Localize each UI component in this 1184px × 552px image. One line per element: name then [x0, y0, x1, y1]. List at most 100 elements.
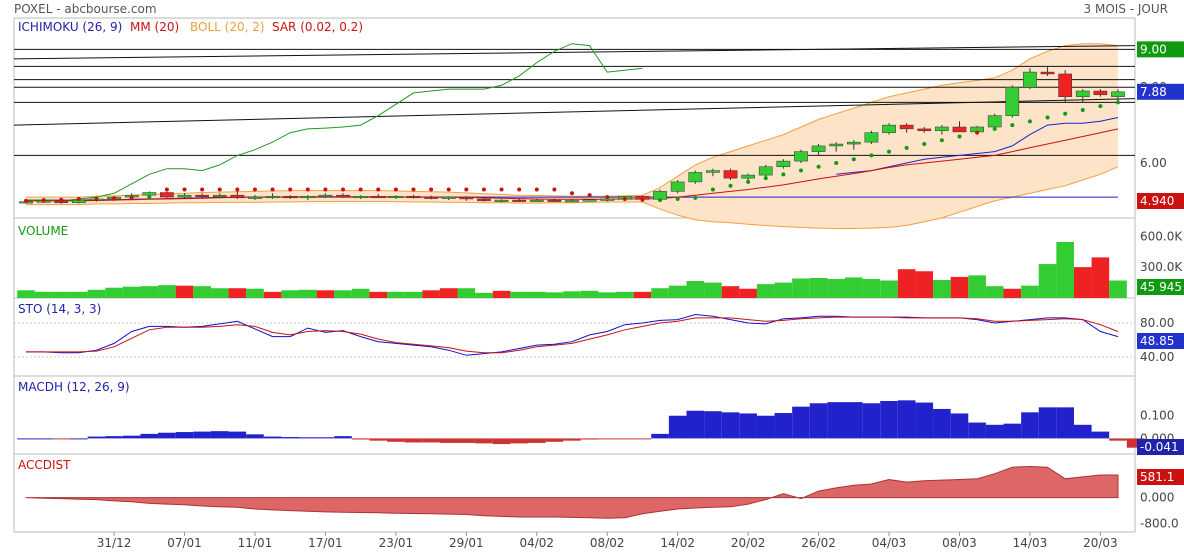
macd-bar	[845, 402, 863, 439]
volume-bar	[527, 291, 546, 298]
volume-bar	[598, 292, 617, 298]
price-tick-label: 6.00	[1140, 156, 1167, 170]
mm20-line	[26, 128, 1119, 202]
candle-body	[529, 199, 544, 202]
sar-dot	[429, 187, 434, 192]
macd-bar	[756, 415, 775, 439]
volume-bar	[299, 289, 317, 298]
sar-dot	[76, 196, 81, 201]
volume-bar	[369, 291, 388, 298]
volume-bar	[968, 275, 986, 298]
volume-bar	[34, 291, 53, 298]
candle-body	[811, 145, 826, 152]
sar-dot	[164, 187, 169, 192]
accdist-panel-title: ACCDIST	[18, 458, 71, 472]
macd-bar	[34, 438, 53, 440]
candle-body	[371, 196, 386, 199]
accdist-tick-label: 0.000	[1140, 491, 1174, 505]
x-tick-label: 08/02	[590, 536, 625, 550]
sar-dot	[446, 187, 451, 192]
price-low-badge: 4.940	[1140, 194, 1174, 208]
sar-dot	[693, 195, 698, 200]
candle-body	[1005, 86, 1020, 116]
macd-bar	[915, 402, 934, 439]
candle-body	[353, 196, 368, 199]
volume-tick-label: 600.0K	[1140, 229, 1183, 243]
volume-bar	[457, 288, 476, 298]
volume-bar	[721, 286, 740, 298]
candle-body	[248, 196, 262, 199]
x-tick-label: 23/01	[379, 536, 414, 550]
macd-bar	[1003, 423, 1022, 439]
sar-dot	[1098, 104, 1103, 109]
candle-body	[952, 126, 967, 133]
sar-dot	[59, 197, 64, 202]
ichimoku-chikou-line	[26, 43, 643, 202]
x-tick-label: 26/02	[801, 536, 836, 550]
candle-body	[899, 124, 914, 130]
candle-body	[477, 198, 491, 202]
volume-bar	[985, 286, 1004, 298]
macd-bar	[721, 412, 740, 439]
sto-last-badge: 48.85	[1140, 334, 1174, 348]
sar-dot	[1080, 107, 1085, 112]
x-tick-label: 14/02	[660, 536, 695, 550]
price-highlight-badge: 9.00	[1140, 42, 1167, 56]
volume-bar	[510, 291, 528, 298]
candle-body	[1075, 90, 1090, 97]
x-tick-label: 29/01	[449, 536, 484, 550]
volume-bar	[950, 276, 969, 298]
sar-dot	[1045, 115, 1050, 120]
candle-body	[230, 194, 245, 199]
sar-dot	[957, 134, 962, 139]
candle-body	[1040, 71, 1055, 75]
chart-title: POXEL - abcbourse.com	[14, 2, 157, 16]
macd-bar	[387, 438, 405, 442]
sar-dot	[922, 142, 927, 147]
macd-tick-label: 0.100	[1140, 409, 1174, 423]
sar-dot	[499, 187, 504, 192]
x-tick-label: 08/03	[942, 536, 977, 550]
volume-bar	[897, 269, 916, 298]
candle-body	[424, 196, 438, 199]
volume-bar	[439, 288, 458, 298]
sar-dot	[869, 153, 874, 158]
sar-dot	[887, 149, 892, 154]
volume-bar	[545, 292, 564, 298]
sar-dot	[24, 198, 28, 203]
macd-last-badge-box	[1137, 439, 1184, 455]
volume-bar	[492, 290, 511, 298]
macd-bar	[545, 438, 564, 442]
macd-bar	[281, 437, 299, 439]
candle-body	[706, 170, 720, 173]
macd-bar	[897, 400, 916, 439]
macd-bar	[862, 403, 881, 439]
macd-bar	[792, 406, 810, 439]
trendline-lower	[13, 98, 1136, 126]
macd-bar	[563, 438, 581, 441]
x-tick-label: 20/02	[731, 536, 766, 550]
candle-body	[459, 196, 474, 200]
sar-dot	[939, 138, 944, 143]
sto-line	[26, 316, 1119, 354]
macd-bar	[122, 435, 141, 439]
price-last-badge-box	[1137, 83, 1184, 100]
volume-bar	[1056, 241, 1074, 298]
volume-bar	[122, 286, 141, 298]
macd-bar	[52, 438, 71, 440]
volume-bar	[616, 291, 634, 298]
macd-bar	[1056, 407, 1074, 439]
sar-dot	[481, 187, 486, 192]
sar-dot	[975, 130, 980, 135]
volume-bar	[263, 291, 282, 298]
sar-dot	[570, 191, 574, 196]
macd-bar	[668, 415, 687, 439]
sar-dot	[411, 187, 416, 192]
x-tick-label: 17/01	[308, 536, 343, 550]
macd-bar	[633, 438, 652, 440]
sto-tick-label: 40.00	[1140, 350, 1174, 364]
sar-dot	[270, 187, 275, 192]
candle-body	[565, 200, 579, 203]
sar-dot	[1027, 119, 1032, 124]
